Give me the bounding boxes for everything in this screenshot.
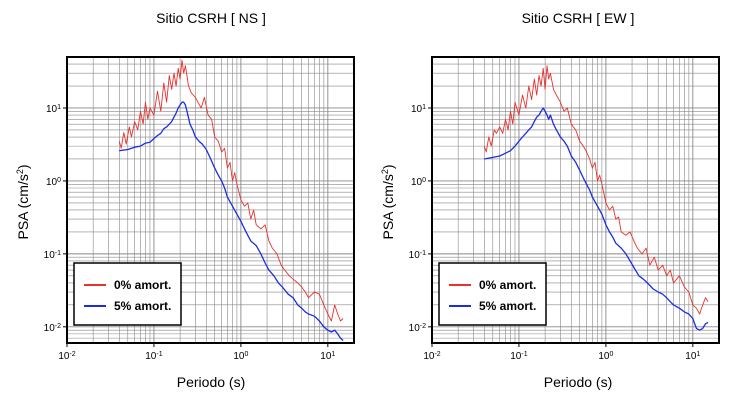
chart-0-x-tick-label: 10-1 — [145, 351, 162, 363]
chart-1-x-tick-label: 101 — [685, 351, 700, 363]
chart-1-x-tick-base: 10 — [598, 351, 610, 362]
chart-1-x-tick-label: 10-2 — [423, 351, 440, 363]
chart-0-y-tick-base: 10 — [46, 104, 58, 115]
chart-ew: Sitio CSRH [ EW ] 10-2 10-1 100 10110-210-1… — [380, 10, 720, 390]
chart-0-x-tick-label: 101 — [320, 351, 335, 363]
chart-1-y-tick-base: 10 — [409, 323, 421, 334]
chart-1-legend-label: 0% amort. — [479, 278, 536, 292]
chart-0-legend: 0% amort. 5% amort. — [73, 262, 182, 326]
chart-0-x-tick-exp: -1 — [156, 351, 162, 358]
chart-1-x-tick-exp: -1 — [521, 351, 527, 358]
chart-1-series-line-zero-damping — [483, 65, 709, 315]
chart-1-x-tick-base: 10 — [685, 351, 697, 362]
chart-1-x-tick-base: 10 — [510, 351, 522, 362]
chart-0-x-tick-label: 100 — [233, 351, 248, 363]
chart-1-x-tick-exp: 1 — [696, 351, 700, 358]
chart-ns-ylabel-close: ) — [15, 164, 31, 169]
chart-1-y-tick-base: 10 — [411, 177, 423, 188]
chart-1-grid — [431, 56, 720, 344]
chart-0-y-tick-exp: 0 — [57, 176, 61, 183]
chart-0-x-tick-base: 10 — [145, 351, 157, 362]
chart-0-legend-box — [73, 262, 182, 326]
chart-1-x-tick-label: 100 — [598, 351, 613, 363]
chart-1-frame — [431, 56, 720, 344]
chart-0-x-tick-base: 10 — [233, 351, 245, 362]
chart-1-x-tick-exp: 0 — [609, 351, 613, 358]
chart-1-legend-label: 5% amort. — [479, 299, 536, 313]
chart-1-x-tick-label: 10-1 — [510, 351, 527, 363]
chart-ns: Sitio CSRH [ NS ] 10-2 10-1 100 10110-210-1… — [15, 10, 355, 390]
chart-0-series-line-five-damping — [119, 101, 344, 341]
chart-0-x-tick-base: 10 — [58, 351, 70, 362]
chart-0-y-tick-base: 10 — [46, 177, 58, 188]
chart-0-y-tick-label: 10-1 — [44, 249, 61, 261]
chart-0-y-tick-label: 100 — [46, 176, 61, 188]
chart-0-y-tick-label: 101 — [46, 103, 61, 115]
chart-ew-ylabel: PSA (cm/s2) — [380, 164, 396, 239]
chart-1-y-tick-label: 10-2 — [409, 322, 426, 334]
chart-ew-ylabel-close: ) — [380, 164, 396, 169]
chart-1-y-tick-exp: -1 — [420, 249, 426, 256]
chart-1-y-tick-label: 100 — [411, 176, 426, 188]
chart-0-frame — [66, 56, 355, 344]
chart-0-y-tick-exp: -2 — [55, 322, 61, 329]
chart-0-x-tick-exp: -2 — [69, 351, 75, 358]
chart-0-y-tick-exp: 1 — [57, 103, 61, 110]
chart-0-series-line-zero-damping — [118, 59, 344, 322]
chart-ns-ylabel-sup: 2 — [15, 169, 25, 174]
chart-1-y-tick-label: 10-1 — [409, 249, 426, 261]
chart-1-y-tick-label: 101 — [411, 103, 426, 115]
chart-ew-xlabel: Periodo (s) — [544, 374, 612, 390]
chart-ew-title: Sitio CSRH [ EW ] — [522, 10, 635, 26]
chart-0-legend-label: 0% amort. — [114, 278, 171, 292]
chart-1-legend: 0% amort. 5% amort. — [438, 262, 547, 326]
chart-1-y-tick-exp: 1 — [422, 103, 426, 110]
chart-1-y-tick-exp: 0 — [422, 176, 426, 183]
chart-ns-ylabel-main: PSA (cm/s — [15, 174, 31, 239]
chart-1-legend-box — [438, 262, 547, 326]
chart-ew-ylabel-main: PSA (cm/s — [380, 174, 396, 239]
chart-0-x-tick-label: 10-2 — [58, 351, 75, 363]
chart-1-x-tick-base: 10 — [423, 351, 435, 362]
chart-1-series-line-five-damping — [484, 107, 709, 331]
chart-0-y-tick-label: 10-2 — [44, 322, 61, 334]
chart-1-y-tick-base: 10 — [411, 104, 423, 115]
chart-0-x-tick-base: 10 — [320, 351, 332, 362]
chart-0-y-tick-base: 10 — [44, 323, 56, 334]
chart-ns-ylabel: PSA (cm/s2) — [15, 164, 31, 239]
chart-0-legend-label: 5% amort. — [114, 299, 171, 313]
chart-0-y-tick-exp: -1 — [55, 249, 61, 256]
chart-ew-ylabel-sup: 2 — [380, 169, 390, 174]
chart-0-y-tick-base: 10 — [44, 250, 56, 261]
chart-0-x-tick-exp: 1 — [331, 351, 335, 358]
chart-1-x-tick-exp: -2 — [434, 351, 440, 358]
chart-1-y-tick-base: 10 — [409, 250, 421, 261]
chart-ns-title: Sitio CSRH [ NS ] — [156, 10, 266, 26]
chart-ns-xlabel: Periodo (s) — [177, 374, 245, 390]
chart-1-y-tick-exp: -2 — [420, 322, 426, 329]
chart-0-x-tick-exp: 0 — [244, 351, 248, 358]
